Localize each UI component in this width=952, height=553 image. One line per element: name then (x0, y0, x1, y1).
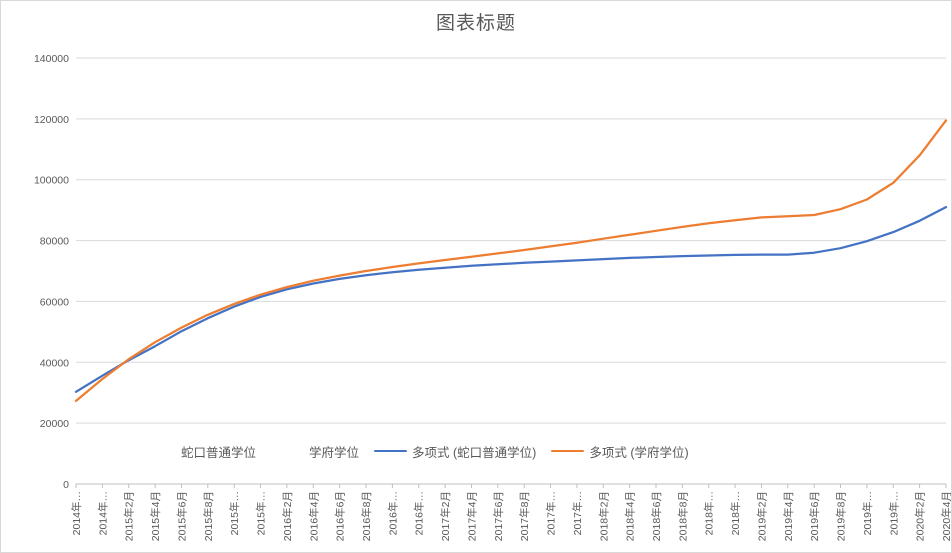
x-axis-label[interactable]: 2015年… (255, 491, 268, 535)
series-line-0[interactable] (74, 205, 948, 393)
y-axis-label[interactable]: 40000 (40, 357, 69, 369)
x-axis-label[interactable]: 2019年… (861, 491, 874, 535)
legend-line-swatch (551, 449, 585, 453)
x-axis-label[interactable]: 2016年… (386, 491, 399, 535)
x-axis-label[interactable]: 2016年4月 (307, 491, 320, 541)
legend-label: 蛇口普通学位 (181, 445, 257, 460)
x-axis-label[interactable]: 2015年… (228, 491, 241, 535)
x-axis-label[interactable]: 2017年6月 (492, 491, 505, 541)
x-axis-label[interactable]: 2019年6月 (808, 491, 821, 541)
x-axis-label[interactable]: 2015年8月 (202, 491, 215, 541)
x-axis-label[interactable]: 2017年4月 (466, 491, 479, 541)
y-axis-label[interactable]: 140000 (34, 53, 69, 65)
x-axis-label[interactable]: 2019年… (887, 491, 900, 535)
x-axis-label[interactable]: 2017年… (571, 491, 584, 535)
x-axis-label[interactable]: 2018年… (703, 491, 716, 535)
y-axis-label[interactable]: 80000 (40, 236, 69, 248)
legend-label: 多项式 (学府学位) (589, 445, 689, 460)
x-axis-label[interactable]: 2018年… (729, 491, 742, 535)
x-axis-label[interactable]: 2018年4月 (624, 491, 637, 541)
y-axis-label[interactable]: 120000 (34, 114, 69, 126)
chart-title[interactable]: 图表标题 (435, 13, 516, 34)
x-axis-label[interactable]: 2020年4月 (940, 491, 952, 541)
x-axis-label[interactable]: 2018年2月 (597, 491, 610, 541)
legend-item[interactable]: 蛇口普通学位 (143, 442, 256, 461)
x-axis-label[interactable]: 2015年4月 (149, 491, 162, 541)
x-axis-label[interactable]: 2014年… (70, 491, 83, 535)
x-axis-label[interactable]: 2018年6月 (650, 491, 663, 541)
x-axis-label[interactable]: 2020年2月 (914, 491, 927, 541)
legend-item[interactable]: 多项式 (蛇口普通学位) (374, 442, 536, 461)
legend-line-swatch (374, 449, 408, 453)
x-axis-label[interactable]: 2017年… (545, 491, 558, 535)
x-axis-label[interactable]: 2018年8月 (676, 491, 689, 541)
legend-item[interactable]: 多项式 (学府学位) (551, 442, 689, 461)
x-axis-label[interactable]: 2019年2月 (756, 491, 769, 541)
legend-label: 学府学位 (309, 445, 360, 460)
x-axis-label[interactable]: 2019年8月 (835, 491, 848, 541)
y-axis-label[interactable]: 0 (63, 479, 69, 491)
x-axis-label[interactable]: 2015年2月 (123, 491, 136, 541)
x-axis-label[interactable]: 2015年6月 (176, 491, 189, 541)
x-axis-label[interactable]: 2016年8月 (360, 491, 373, 541)
legend[interactable]: 蛇口普通学位 学府学位 多项式 (蛇口普通学位) 多项式 (学府学位) (143, 442, 689, 461)
x-axis-label[interactable]: 2014年… (96, 491, 109, 535)
x-axis-label[interactable]: 2017年2月 (439, 491, 452, 541)
x-axis-label[interactable]: 2019年4月 (782, 491, 795, 541)
legend-item[interactable]: 学府学位 (271, 442, 359, 461)
x-axis-label[interactable]: 2016年… (413, 491, 426, 535)
y-axis-label[interactable]: 20000 (40, 418, 69, 430)
x-axis-label[interactable]: 2016年2月 (281, 491, 294, 541)
legend-label: 多项式 (蛇口普通学位) (412, 445, 537, 460)
series-line-1[interactable] (74, 119, 948, 403)
y-axis-label[interactable]: 60000 (40, 296, 69, 308)
x-axis-label[interactable]: 2016年6月 (334, 491, 347, 541)
y-axis-label[interactable]: 100000 (34, 175, 69, 187)
x-axis-label[interactable]: 2017年8月 (518, 491, 531, 541)
